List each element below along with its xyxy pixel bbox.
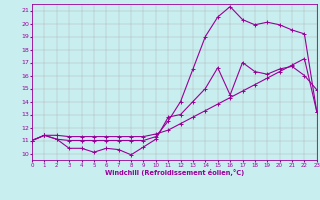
X-axis label: Windchill (Refroidissement éolien,°C): Windchill (Refroidissement éolien,°C) [105, 169, 244, 176]
